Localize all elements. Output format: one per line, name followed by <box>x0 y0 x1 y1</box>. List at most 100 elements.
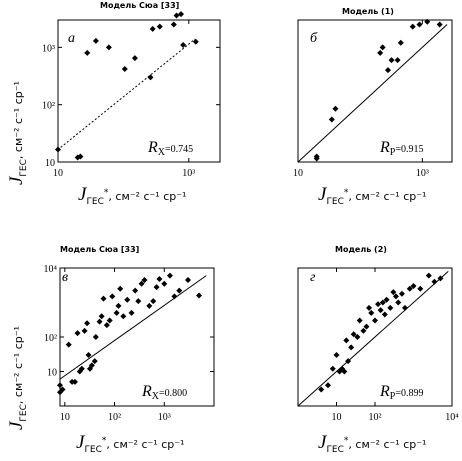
data-point <box>96 318 103 325</box>
data-point <box>55 146 61 153</box>
data-point <box>375 301 382 308</box>
data-point <box>363 323 370 330</box>
data-point <box>366 304 373 311</box>
data-point <box>332 105 339 112</box>
panel-d: Модель (2) г 10 10² 10⁴ RP=0.899 <box>297 245 459 423</box>
chart-title: Модель Сюа [33] <box>60 245 139 254</box>
data-point <box>341 368 348 375</box>
data-point <box>85 352 92 359</box>
data-point <box>78 365 85 372</box>
x-tick-label: 10⁴ <box>445 412 459 423</box>
data-point <box>117 285 124 292</box>
data-point <box>392 293 399 300</box>
data-point <box>84 49 91 56</box>
panel-label: а <box>68 31 75 46</box>
data-point <box>313 155 320 162</box>
data-point <box>57 382 63 389</box>
chart-title: Модель (1) <box>342 7 394 16</box>
x-tick-label: 10 <box>60 412 70 423</box>
x-axis-label-a: JГЕС*, см⁻² с⁻¹ ср⁻¹ <box>78 184 186 207</box>
data-point <box>377 307 384 314</box>
data-point <box>128 309 135 316</box>
data-point <box>170 21 177 28</box>
correlation-label: RP=0.899 <box>379 383 423 402</box>
data-point <box>92 334 99 340</box>
y-tick-label: 10⁴ <box>44 264 58 275</box>
correlation-label: RX=0.800 <box>141 383 187 402</box>
x-axis-label-d: JГЕС*, см⁻² с⁻¹ ср⁻¹ <box>318 432 426 455</box>
data-point <box>135 298 142 305</box>
x-tick-label: 10³ <box>182 168 195 179</box>
plot-frame <box>297 19 453 163</box>
data-point <box>153 284 160 291</box>
data-point <box>184 276 191 283</box>
data-point <box>156 23 163 30</box>
data-point <box>324 382 331 389</box>
data-point <box>372 317 378 324</box>
data-point <box>348 344 355 351</box>
data-point <box>436 21 443 28</box>
x-axis-label-b: JГЕС*, см⁻² с⁻¹ ср⁻¹ <box>318 184 426 207</box>
y-tick-label: 10³ <box>42 43 55 54</box>
x-tick-label: 10³ <box>416 168 429 179</box>
plot-frame <box>59 267 215 407</box>
data-point <box>196 292 203 299</box>
data-point <box>329 365 336 372</box>
data-point <box>150 298 157 305</box>
x-axis-label-c: JГЕС*, см⁻² с⁻¹ ср⁻¹ <box>76 432 184 455</box>
x-tick-label: 10² <box>369 412 382 423</box>
data-point <box>103 322 110 329</box>
data-point <box>121 65 128 72</box>
data-point <box>437 275 444 282</box>
data-point <box>368 309 375 316</box>
data-point <box>406 285 413 292</box>
data-point <box>100 295 107 302</box>
fit-line <box>297 270 449 407</box>
x-tick-label: 10² <box>108 412 121 423</box>
data-point <box>59 386 66 393</box>
data-point <box>147 74 154 81</box>
y-axis-label-top: JГЕС, см⁻² с⁻¹ ср⁻¹ <box>6 81 29 185</box>
data-point <box>138 280 145 287</box>
data-point <box>146 302 153 309</box>
data-point <box>343 337 350 344</box>
panel-c: Модель Сюа [33] в 10 10² 10³ 10 10² 10⁴ RX=0.800 <box>44 245 215 423</box>
data-point <box>176 287 183 294</box>
data-point <box>394 57 401 64</box>
panel-label: г <box>310 270 316 285</box>
data-point <box>105 44 112 51</box>
y-tick-label: 10² <box>44 333 57 344</box>
data-point <box>410 283 417 290</box>
data-point <box>345 358 352 365</box>
data-point <box>131 55 138 62</box>
data-point <box>416 21 423 28</box>
data-point <box>88 362 95 369</box>
fit-line <box>60 38 196 148</box>
data-point <box>397 39 404 46</box>
data-point <box>387 304 394 311</box>
correlation-label: RP=0.915 <box>379 139 423 158</box>
data-point <box>91 358 98 365</box>
correlation-label: RX=0.745 <box>147 139 193 158</box>
data-point <box>173 12 180 19</box>
data-point <box>424 18 431 25</box>
data-point <box>409 23 416 30</box>
data-point <box>318 386 325 393</box>
data-point <box>81 327 88 334</box>
data-point <box>425 272 432 279</box>
data-point <box>166 272 173 279</box>
data-point <box>384 67 391 74</box>
data-point <box>106 317 113 324</box>
data-point <box>388 57 395 64</box>
data-point <box>178 11 185 18</box>
data-point <box>120 313 127 320</box>
fit-line <box>297 24 448 163</box>
y-tick-label: 10 <box>47 368 57 379</box>
y-tick-label: 10 <box>45 158 55 169</box>
chart-title: Модель (2) <box>335 245 387 254</box>
y-tick-label: 10² <box>42 101 55 112</box>
data-point <box>109 293 116 300</box>
data-point <box>381 311 388 318</box>
data-point <box>156 275 163 282</box>
data-point <box>192 38 199 45</box>
